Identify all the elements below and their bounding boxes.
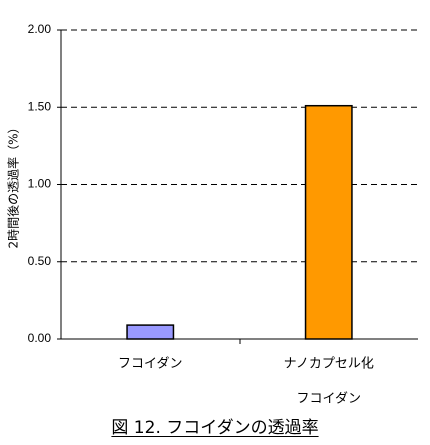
- bar: [304, 104, 353, 340]
- x-category-label: フコイダン: [118, 357, 182, 372]
- y-tick-label: 0.00: [28, 331, 52, 345]
- y-tick-label: 1.50: [28, 99, 52, 113]
- y-tick-labels: 0.00 0.50 1.00 1.50 2.00: [28, 22, 52, 345]
- x-category-label: フコイダン: [297, 392, 361, 407]
- figure-caption-text: 図 12. フコイダンの透過率: [111, 418, 319, 438]
- y-tick-label: 0.50: [28, 254, 52, 268]
- bars: [126, 104, 353, 340]
- figure-caption: 図 12. フコイダンの透過率: [0, 418, 430, 438]
- y-tick-label: 2.00: [28, 22, 52, 36]
- bar: [126, 324, 175, 340]
- gridlines: [57, 29, 418, 340]
- x-category-label: ナノカプセル化: [284, 357, 374, 372]
- y-axis-label: 2時間後の透過率（%）: [6, 121, 21, 248]
- y-tick-label: 1.00: [28, 177, 52, 191]
